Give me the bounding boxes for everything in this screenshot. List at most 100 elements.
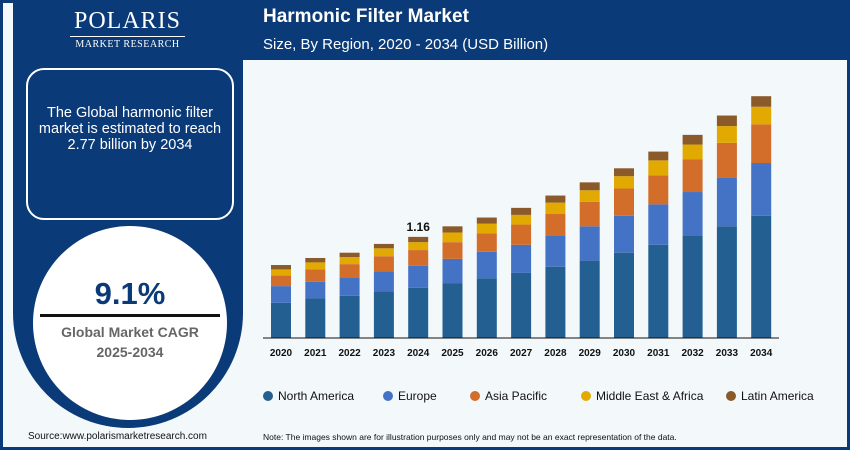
bar-segment-asia-pacific-2020 (271, 275, 291, 287)
bar-segment-middle-east-africa-2022 (339, 257, 360, 265)
bar-segment-latin-america-2031 (648, 151, 669, 161)
bar-segment-north-america-2021 (305, 298, 326, 338)
x-tick-label: 2025 (441, 348, 464, 359)
bar-segment-latin-america-2034 (751, 96, 772, 107)
bar-segment-latin-america-2028 (545, 195, 566, 203)
chart-subtitle: Size, By Region, 2020 - 2034 (USD Billio… (263, 36, 549, 53)
header-bar (238, 0, 850, 60)
bar-segment-middle-east-africa-2025 (442, 232, 463, 243)
cagr-period: 2025-2034 (96, 344, 164, 360)
chart-title: Harmonic Filter Market (263, 6, 469, 27)
bar-segment-asia-pacific-2030 (614, 188, 634, 216)
bar-segment-middle-east-africa-2034 (751, 106, 772, 125)
bar-segment-europe-2033 (716, 177, 737, 227)
bar-segment-latin-america-2020 (271, 265, 291, 270)
x-tick-label: 2029 (579, 348, 602, 359)
legend-dot-icon (581, 391, 591, 401)
cagr-circle: 9.1% Global Market CAGR 2025-2034 (33, 226, 227, 420)
bar-segment-asia-pacific-2033 (716, 142, 737, 178)
bar-segment-middle-east-africa-2033 (716, 126, 737, 143)
bar-segment-latin-america-2032 (682, 134, 703, 145)
legend-label: Asia Pacific (485, 389, 548, 403)
legend-label: North America (278, 389, 355, 403)
data-label: 1.16 (407, 220, 431, 234)
bar-segment-north-america-2029 (579, 260, 600, 338)
bar-segment-asia-pacific-2031 (648, 175, 669, 205)
bar-segment-asia-pacific-2026 (476, 233, 497, 252)
source-text: Source:www.polarismarketresearch.com (28, 431, 207, 442)
bar-segment-north-america-2028 (545, 266, 566, 338)
bar-segment-europe-2026 (476, 251, 497, 279)
bar-segment-asia-pacific-2034 (751, 124, 772, 164)
info-box: The Global harmonic filter market is est… (26, 68, 234, 220)
bar-segment-latin-america-2033 (716, 115, 737, 127)
note-text: Note: The images shown are for illustrat… (263, 432, 677, 442)
x-tick-label: 2023 (373, 348, 396, 359)
bar-segment-europe-2032 (682, 192, 703, 236)
x-tick-label: 2028 (544, 348, 567, 359)
bar-segment-europe-2029 (579, 226, 600, 261)
legend-label: Latin America (741, 389, 814, 403)
legend-label: Europe (398, 389, 437, 403)
cagr-divider (40, 314, 220, 317)
x-tick-label: 2033 (716, 348, 739, 359)
bar-segment-asia-pacific-2024 (408, 250, 429, 266)
legend-dot-icon (470, 391, 480, 401)
bar-segment-latin-america-2029 (579, 182, 600, 191)
bar-segment-latin-america-2025 (442, 226, 463, 233)
legend-item: Latin America (726, 389, 814, 403)
bar-segment-north-america-2027 (511, 272, 532, 338)
stacked-bar-chart: 2020 2021 2022 2023 2024 1.16 2025 2026 2027 2028… (263, 96, 779, 359)
x-tick-label: 2021 (304, 348, 327, 359)
bar-segment-asia-pacific-2025 (442, 242, 463, 259)
bar-segment-north-america-2022 (339, 295, 360, 338)
bar-segment-middle-east-africa-2032 (682, 144, 703, 160)
bar-segment-asia-pacific-2028 (545, 214, 566, 236)
legend-item: North America (263, 389, 354, 403)
x-tick-label: 2024 (407, 348, 430, 359)
bar-segment-asia-pacific-2022 (339, 264, 360, 278)
bar-segment-middle-east-africa-2027 (511, 214, 532, 225)
info-text: The Global harmonic filter market is est… (38, 105, 222, 153)
logo-tagline: MARKET RESEARCH (70, 36, 185, 50)
bar-segment-middle-east-africa-2026 (476, 223, 497, 234)
legend-item: Asia Pacific (470, 389, 547, 403)
bar-segment-north-america-2030 (614, 252, 634, 338)
legend-dot-icon (383, 391, 393, 401)
bar-segment-latin-america-2026 (476, 217, 497, 224)
bar-segment-asia-pacific-2027 (511, 224, 532, 245)
legend-label: Middle East & Africa (596, 389, 704, 403)
bar-segment-europe-2028 (545, 236, 566, 267)
x-tick-label: 2022 (338, 348, 361, 359)
bar-segment-middle-east-africa-2028 (545, 202, 566, 215)
bar-segment-europe-2023 (373, 271, 394, 292)
x-tick-label: 2034 (750, 348, 773, 359)
bar-segment-latin-america-2027 (511, 207, 532, 215)
legend-dot-icon (726, 391, 736, 401)
logo-name: POLARIS (73, 8, 182, 34)
bar-segment-europe-2025 (442, 258, 463, 284)
bar-segment-europe-2027 (511, 244, 532, 273)
bar-segment-asia-pacific-2029 (579, 201, 600, 227)
bar-segment-asia-pacific-2021 (305, 269, 326, 282)
bar-segment-latin-america-2022 (339, 252, 360, 258)
bar-segment-north-america-2034 (751, 215, 772, 338)
bar-segment-north-america-2025 (442, 283, 463, 338)
bar-segment-latin-america-2023 (373, 243, 394, 249)
bar-segment-asia-pacific-2032 (682, 159, 703, 193)
bar-segment-latin-america-2030 (614, 168, 634, 177)
x-tick-label: 2030 (613, 348, 636, 359)
legend-dot-icon (263, 391, 273, 401)
legend-item: Europe (383, 389, 437, 403)
bar-segment-latin-america-2021 (305, 257, 326, 263)
x-tick-label: 2026 (476, 348, 499, 359)
bar-segment-asia-pacific-2023 (373, 256, 394, 272)
bar-segment-north-america-2020 (271, 302, 291, 338)
x-tick-label: 2032 (681, 348, 704, 359)
bar-segment-north-america-2033 (716, 226, 737, 338)
bar-segment-europe-2031 (648, 204, 669, 245)
x-tick-label: 2020 (270, 348, 293, 359)
x-tick-label: 2027 (510, 348, 533, 359)
bar-segment-middle-east-africa-2031 (648, 160, 669, 176)
bar-segment-middle-east-africa-2023 (373, 248, 394, 257)
